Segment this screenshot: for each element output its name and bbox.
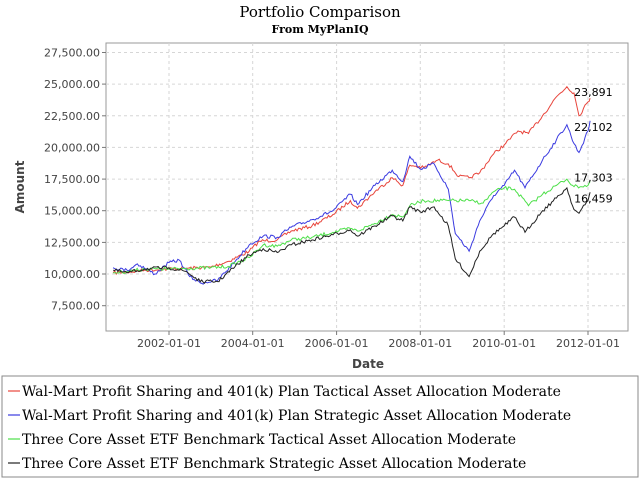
- plot-area: [105, 42, 629, 332]
- end-value-label: 22,102: [574, 121, 613, 134]
- y-tick-label: 20,000.00: [44, 141, 100, 154]
- y-tick-label: 10,000.00: [44, 268, 100, 281]
- series-lines: [112, 85, 591, 285]
- y-tick-label: 17,500.00: [44, 173, 100, 186]
- series-line: [113, 178, 591, 275]
- series-line: [112, 186, 591, 285]
- chart-title: Portfolio Comparison: [239, 3, 401, 21]
- legend-entry: Wal-Mart Profit Sharing and 401(k) Plan …: [22, 408, 571, 424]
- legend-entry: Three Core Asset ETF Benchmark Strategic…: [22, 456, 526, 472]
- end-value-labels: 23,891 22,102 17,303 16,459: [574, 86, 613, 205]
- series-line: [112, 120, 591, 285]
- legend: Wal-Mart Profit Sharing and 401(k) Plan …: [8, 384, 571, 472]
- legend-box: [1, 375, 639, 478]
- x-axis-ticks: 2002-01-01 2004-01-01 2006-01-01 2008-01-01…: [137, 331, 620, 350]
- legend-entry: Wal-Mart Profit Sharing and 401(k) Plan …: [22, 384, 561, 400]
- end-value-label: 23,891: [574, 86, 613, 99]
- end-value-label: 16,459: [574, 192, 613, 205]
- y-axis-ticks: 7,500.00 10,000.00 12,500.00 15,000.00 17,50…: [44, 47, 106, 313]
- y-tick-label: 15,000.00: [44, 205, 100, 218]
- y-tick-label: 27,500.00: [44, 47, 100, 60]
- y-axis-label: Amount: [13, 160, 27, 213]
- legend-entry: Three Core Asset ETF Benchmark Tactical …: [22, 432, 516, 448]
- chart-subtitle: From MyPlanIQ: [271, 23, 369, 36]
- y-tick-label: 22,500.00: [44, 110, 100, 123]
- x-axis-label: Date: [352, 357, 384, 371]
- x-tick-label: 2010-01-01: [472, 337, 536, 350]
- x-tick-label: 2008-01-01: [388, 337, 452, 350]
- y-tick-label: 7,500.00: [51, 300, 100, 313]
- gridlines: [106, 43, 628, 331]
- y-tick-label: 25,000.00: [44, 78, 100, 91]
- x-tick-label: 2002-01-01: [137, 337, 201, 350]
- y-tick-label: 12,500.00: [44, 236, 100, 249]
- x-tick-label: 2006-01-01: [305, 337, 369, 350]
- x-tick-label: 2012-01-01: [556, 337, 620, 350]
- x-tick-label: 2004-01-01: [221, 337, 285, 350]
- end-value-label: 17,303: [574, 172, 613, 185]
